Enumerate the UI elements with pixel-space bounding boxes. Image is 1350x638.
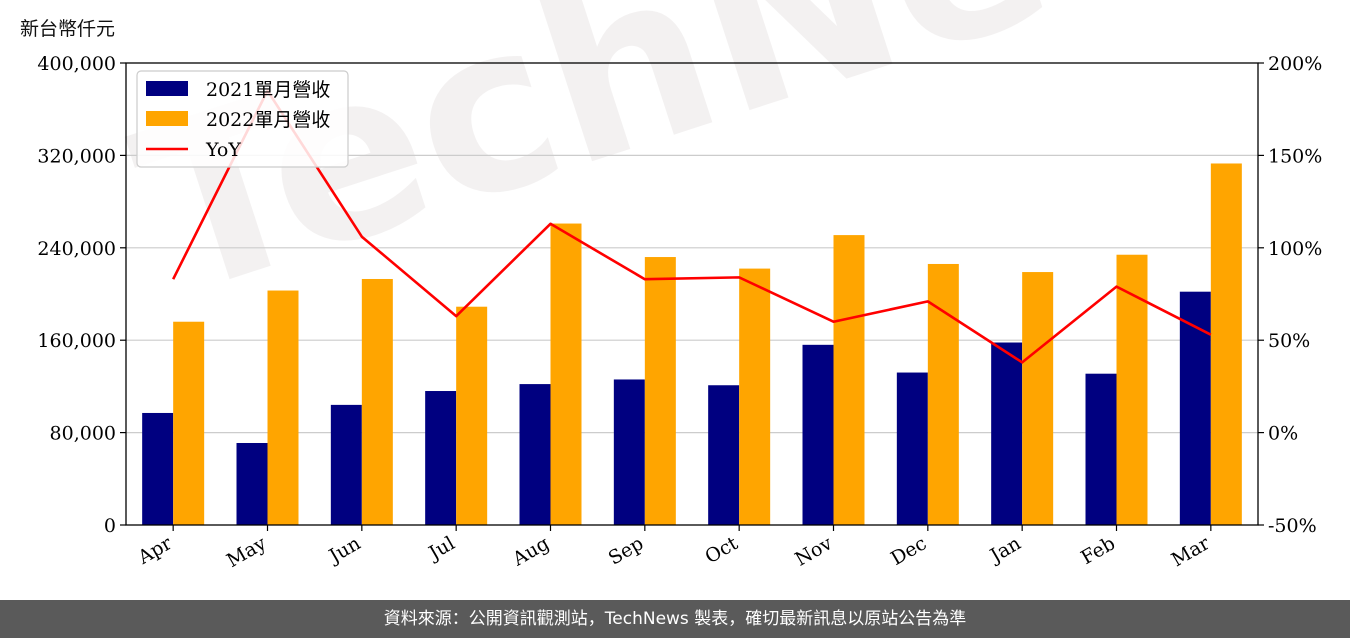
left-tick-label: 320,000 <box>37 145 116 167</box>
right-tick-label: 0% <box>1268 423 1298 445</box>
bar-2021-sep <box>613 379 645 525</box>
x-tick-label-dec: Dec <box>887 532 930 570</box>
x-tick-label-apr: Apr <box>134 532 177 569</box>
x-tick-label-may: May <box>223 532 270 572</box>
left-tick-label: 400,000 <box>37 53 116 75</box>
legend-swatch-2021 <box>146 81 188 96</box>
left-tick-label: 160,000 <box>37 330 116 352</box>
legend-box <box>136 70 349 168</box>
bar-2022-jul <box>456 306 488 525</box>
x-tick-label-aug: Aug <box>508 532 553 571</box>
left-tick-label: 0 <box>104 515 116 537</box>
right-tick-label: 100% <box>1268 238 1322 260</box>
legend: 2021單月營收 2022單月營收 YoY <box>136 70 349 168</box>
yoy-line <box>172 89 1212 364</box>
bar-2022-oct <box>739 268 771 525</box>
bar-2022-jan <box>1022 272 1054 525</box>
right-tick-label: 150% <box>1268 145 1322 167</box>
right-tick-label: 200% <box>1268 53 1322 75</box>
x-tick-label-jun: Jun <box>324 532 365 568</box>
x-tick-label-oct: Oct <box>701 532 742 568</box>
bar-2021-nov <box>802 344 834 525</box>
bar-2021-dec <box>896 372 928 525</box>
legend-label: 2022單月營收 <box>206 109 330 131</box>
x-tick-label-feb: Feb <box>1077 532 1119 569</box>
bar-2022-dec <box>927 263 959 525</box>
bar-2022-aug <box>550 223 582 526</box>
bar-2022-nov <box>833 235 865 525</box>
x-tick-label-mar: Mar <box>1168 532 1214 571</box>
x-tick-label-nov: Nov <box>791 532 836 571</box>
bar-2022-may <box>267 290 299 525</box>
legend-label: YoY <box>205 139 241 161</box>
plot-frame <box>125 62 1259 526</box>
bar-2022-sep <box>644 257 676 525</box>
bar-2021-jul <box>425 391 457 525</box>
unit-label: 新台幣仟元 <box>20 18 116 40</box>
bar-2021-jun <box>330 404 362 525</box>
x-tick-label-jul: Jul <box>423 532 458 565</box>
left-tick-label: 80,000 <box>50 423 116 445</box>
right-tick-label: -50% <box>1268 515 1317 537</box>
chart-svg: 0 80,000 160,000 240,000 320,000 400,000 -50% 0… <box>37 53 1322 572</box>
left-tick-label: 240,000 <box>37 238 116 260</box>
bar-2022-apr <box>173 321 205 525</box>
bar-2022-jun <box>361 278 393 525</box>
x-tick-label-jan: Jan <box>985 532 1025 568</box>
bar-2021-oct <box>708 385 740 525</box>
bar-2021-aug <box>519 384 551 525</box>
bar-2021-apr <box>142 412 174 525</box>
legend-label: 2021單月營收 <box>206 79 330 101</box>
bar-2021-jan <box>991 342 1023 525</box>
footer-source-note: 資料來源：公開資訊觀測站，TechNews 製表，確切最新訊息以原站公告為準 <box>0 600 1350 638</box>
bar-2022-mar <box>1210 163 1242 526</box>
bar-2021-feb <box>1085 373 1117 525</box>
right-tick-label: 50% <box>1268 330 1310 352</box>
legend-swatch-2022 <box>146 111 188 126</box>
bar-2021-may <box>236 442 268 525</box>
x-tick-label-sep: Sep <box>605 532 648 569</box>
